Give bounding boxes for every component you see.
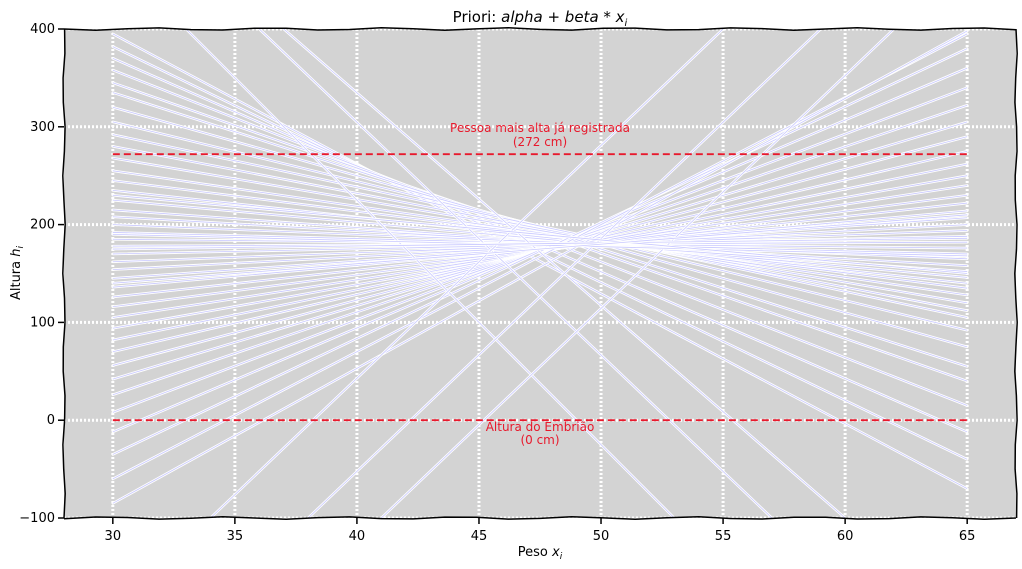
prior-line	[111, 193, 969, 275]
x-tick-label: 40	[349, 529, 366, 544]
prior-line-core	[259, 29, 773, 518]
x-tick-label: 60	[837, 529, 854, 544]
y-tick-label: 200	[30, 218, 55, 233]
ylabel-sub: i	[16, 245, 26, 248]
prior-line-core	[112, 199, 968, 278]
title-prefix: Priori:	[453, 8, 501, 26]
reference-lines: Pessoa mais alta já registrada(272 cm) Al…	[112, 121, 968, 447]
prior-line-core	[112, 33, 968, 490]
y-tick-label: 100	[30, 315, 55, 330]
prior-line	[111, 29, 969, 505]
ylabel-prefix: Altura	[9, 257, 24, 300]
prior-line	[111, 133, 969, 319]
title-expression: alpha + beta * x	[501, 8, 625, 26]
x-axis-label: Peso xi	[518, 545, 563, 562]
title-subscript: i	[625, 18, 628, 29]
prior-line-core	[112, 157, 968, 304]
reference-label: Altura do Embrião	[486, 420, 595, 434]
prior-line-core	[112, 170, 968, 296]
x-tick-label: 35	[227, 529, 244, 544]
prior-line-core	[307, 29, 821, 518]
prior-line-core	[112, 33, 968, 480]
chart-title: Priori: alpha + beta * xi	[453, 8, 628, 29]
x-tick-label: 30	[105, 529, 122, 544]
xlabel-prefix: Peso	[518, 545, 552, 560]
x-tick-label: 65	[959, 529, 976, 544]
prior-line	[111, 156, 969, 305]
reference-value: (0 cm)	[520, 433, 559, 447]
prior-line	[184, 29, 676, 518]
x-tick-label: 45	[471, 529, 488, 544]
x-tick-label: 50	[593, 529, 610, 544]
ylabel-var: h	[9, 248, 24, 256]
prior-line	[111, 213, 969, 285]
prior-line-core	[112, 214, 968, 284]
prior-line-core	[381, 29, 895, 518]
reference-value: (272 cm)	[513, 135, 567, 149]
prior-line-core	[112, 194, 968, 274]
prior-line-core	[210, 29, 724, 518]
plot-frame	[62, 27, 1018, 520]
prior-line	[111, 198, 969, 279]
y-tick-label: 300	[30, 120, 55, 135]
prior-line	[111, 145, 969, 312]
prior-line	[111, 169, 969, 297]
prior-line	[380, 29, 896, 518]
prior-line	[111, 189, 969, 285]
prior-line	[111, 236, 969, 251]
prior-lines	[111, 29, 969, 518]
prior-line	[209, 29, 725, 518]
xlabel-var: x	[551, 545, 560, 560]
prior-line	[257, 29, 774, 518]
y-tick-label: −100	[19, 511, 55, 526]
prior-line-core	[112, 237, 968, 250]
prior-line-core	[112, 145, 968, 312]
prior-line	[306, 29, 823, 518]
prior-line-core	[112, 189, 968, 284]
prior-line-core	[185, 29, 675, 518]
prior-line-core	[112, 233, 968, 257]
reference-label: Pessoa mais alta já registrada	[450, 121, 630, 135]
prior-line-core	[112, 30, 968, 504]
prior-line	[111, 32, 969, 481]
prior-line	[111, 233, 969, 258]
y-axis-label: Altura hi	[9, 245, 26, 300]
ticks: 30 35 40 45 50 55 60 65 −100 0 100 200 300 400	[19, 22, 975, 544]
y-tick-label: 400	[30, 22, 55, 37]
y-tick-label: 0	[47, 413, 55, 428]
prior-line-core	[112, 134, 968, 318]
xlabel-sub: i	[560, 552, 563, 562]
prior-line	[111, 32, 969, 490]
x-tick-label: 55	[715, 529, 732, 544]
